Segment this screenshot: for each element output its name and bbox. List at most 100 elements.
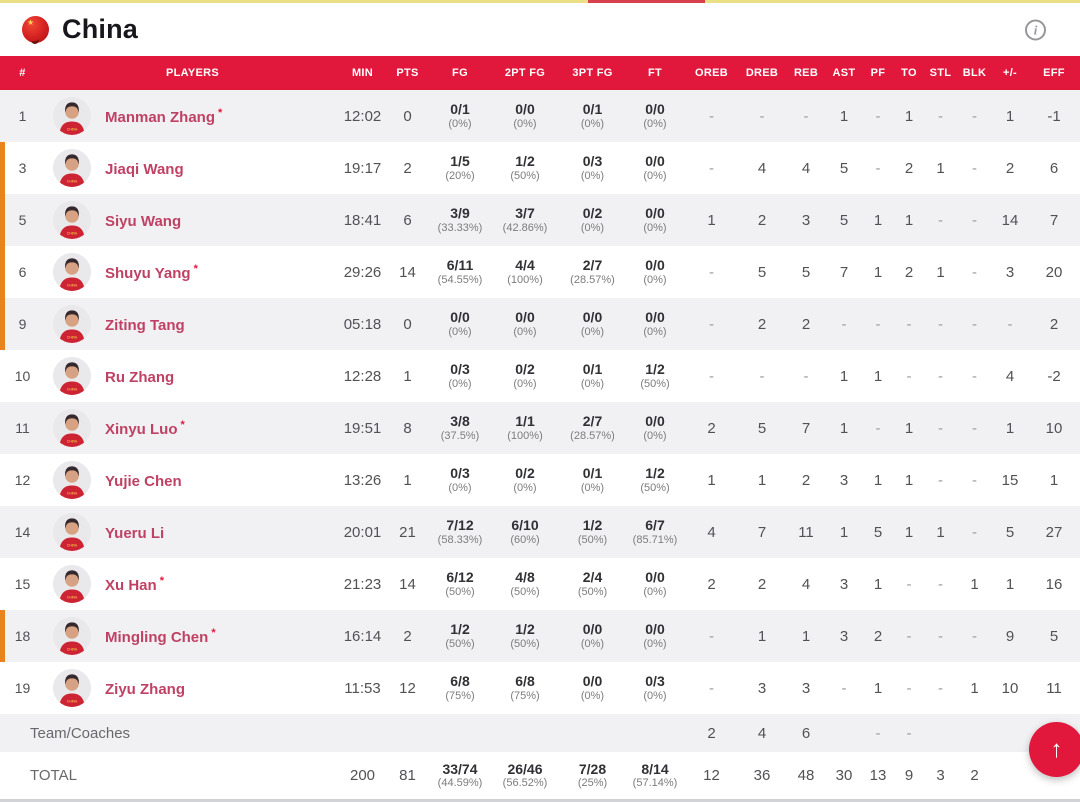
stat-3pt-fg: 0/0 (0%) bbox=[560, 621, 625, 651]
stat-stl: - bbox=[938, 419, 943, 437]
stat-to: - bbox=[906, 315, 912, 333]
stat-eff: 1 bbox=[1049, 471, 1059, 489]
player-name-link[interactable]: Siyu Wang bbox=[105, 211, 184, 230]
stat-eff: 11 bbox=[1046, 679, 1062, 697]
page-top-strip-red-segment bbox=[588, 0, 705, 3]
stat-3pt-pct: (0%) bbox=[580, 637, 605, 650]
jersey-number: 19 bbox=[14, 680, 31, 696]
player-name-link[interactable]: Xinyu Luo * bbox=[105, 419, 185, 438]
total-dreb: 36 bbox=[753, 767, 771, 784]
stat-ast: 7 bbox=[839, 263, 849, 281]
stat-eff: 10 bbox=[1045, 419, 1063, 437]
stat-reb: 4 bbox=[801, 159, 811, 177]
stat-2pt-made-att: 4/8 bbox=[515, 569, 535, 585]
column-header-to: TO bbox=[901, 67, 917, 79]
stat-dreb: 2 bbox=[757, 211, 767, 229]
player-name-link[interactable]: Xu Han * bbox=[105, 575, 164, 594]
stat-ast: 1 bbox=[839, 367, 849, 385]
player-row[interactable]: 1 CHINA Manman Zhang * 12:02 0 0/1 (0%) 0/… bbox=[0, 90, 1080, 142]
stat-fg-made-att: 1/2 bbox=[450, 621, 470, 637]
column-header-blk: BLK bbox=[962, 67, 987, 79]
player-row[interactable]: 5 CHINA Siyu Wang 18:41 6 3/9 (33.33%) 3/… bbox=[0, 194, 1080, 246]
stat-3pt-fg: 1/2 (50%) bbox=[560, 517, 625, 547]
svg-text:CHINA: CHINA bbox=[67, 440, 78, 444]
stat-fg: 0/3 (0%) bbox=[430, 361, 490, 391]
player-name-link[interactable]: Ru Zhang bbox=[105, 367, 177, 386]
total-blk: 2 bbox=[970, 767, 979, 784]
box-score-body: 1 CHINA Manman Zhang * 12:02 0 0/1 (0%) 0/… bbox=[0, 90, 1080, 714]
stat-blk: - bbox=[972, 523, 977, 541]
stat-to: 1 bbox=[904, 211, 914, 229]
player-photo-icon: CHINA bbox=[53, 409, 91, 447]
total-stl: 3 bbox=[936, 767, 945, 784]
starter-asterisk: * bbox=[180, 418, 185, 431]
player-row[interactable]: 6 CHINA Shuyu Yang * 29:26 14 6/11 (54.55%… bbox=[0, 246, 1080, 298]
stat-to: 1 bbox=[904, 107, 914, 125]
player-name: Siyu Wang bbox=[105, 212, 182, 230]
player-name-link[interactable]: Mingling Chen * bbox=[105, 627, 216, 646]
stat-2pt-pct: (0%) bbox=[513, 481, 537, 494]
stat-fg-made-att: 0/3 bbox=[450, 361, 470, 377]
scroll-to-top-button[interactable]: ↑ bbox=[1029, 722, 1080, 777]
stat-3pt-pct: (0%) bbox=[580, 221, 605, 234]
total-ft-made-att: 8/14 bbox=[641, 760, 669, 777]
stat-plus-minus: 4 bbox=[1005, 367, 1015, 385]
stat-plus-minus: 15 bbox=[1001, 471, 1019, 489]
stat-dreb: 2 bbox=[757, 315, 767, 333]
stat-ft: 0/0 (0%) bbox=[625, 101, 685, 131]
team-coaches-row: Team/Coaches 2 4 6 - - bbox=[0, 714, 1080, 752]
stat-fg-pct: (0%) bbox=[448, 481, 472, 494]
player-name-link[interactable]: Ziting Tang bbox=[105, 315, 188, 334]
stat-pts: 6 bbox=[403, 211, 412, 229]
stat-fg: 1/2 (50%) bbox=[430, 621, 490, 651]
player-name-link[interactable]: Yujie Chen bbox=[105, 471, 185, 490]
stat-ft-made-att: 0/0 bbox=[645, 569, 665, 585]
stat-min: 05:18 bbox=[343, 315, 382, 333]
player-name: Mingling Chen bbox=[105, 628, 209, 646]
player-name-link[interactable]: Manman Zhang * bbox=[105, 107, 222, 126]
player-cell: CHINA Ru Zhang bbox=[45, 357, 340, 395]
player-row[interactable]: 10 CHINA Ru Zhang 12:28 1 0/3 (0%) 0/2 (0%… bbox=[0, 350, 1080, 402]
stat-min: 21:23 bbox=[343, 575, 382, 593]
stat-pts: 0 bbox=[403, 315, 412, 333]
stat-fg-made-att: 6/8 bbox=[450, 673, 470, 689]
stat-stl: - bbox=[938, 315, 943, 333]
player-row[interactable]: 14 CHINA Yueru Li 20:01 21 7/12 (58.33%) … bbox=[0, 506, 1080, 558]
info-icon[interactable]: i bbox=[1025, 19, 1046, 40]
player-row[interactable]: 18 CHINA Mingling Chen * 16:14 2 1/2 (50%)… bbox=[0, 610, 1080, 662]
player-row[interactable]: 15 CHINA Xu Han * 21:23 14 6/12 (50%) 4/8(… bbox=[0, 558, 1080, 610]
player-row[interactable]: 12 CHINA Yujie Chen 13:26 1 0/3 (0%) 0/2(… bbox=[0, 454, 1080, 506]
stat-ft-made-att: 0/0 bbox=[645, 205, 665, 221]
stat-3pt-pct: (50%) bbox=[577, 585, 608, 598]
team-stat-oreb: 2 bbox=[707, 724, 716, 742]
player-name-link[interactable]: Yueru Li bbox=[105, 523, 167, 542]
player-name-link[interactable]: Jiaqi Wang bbox=[105, 159, 187, 178]
player-row[interactable]: 19 CHINA Ziyu Zhang 11:53 12 6/8 (75%) 6/… bbox=[0, 662, 1080, 714]
stat-3pt-made-att: 2/7 bbox=[582, 257, 603, 273]
player-row[interactable]: 9 CHINA Ziting Tang 05:18 0 0/0 (0%) 0/0(… bbox=[0, 298, 1080, 350]
stat-3pt-made-att: 1/2 bbox=[582, 517, 603, 533]
player-name: Jiaqi Wang bbox=[105, 160, 184, 178]
stat-blk: 1 bbox=[970, 575, 979, 593]
stat-2pt-fg: 4/4 (100%) bbox=[490, 257, 560, 287]
stat-to: 1 bbox=[904, 523, 914, 541]
total-min: 200 bbox=[349, 767, 376, 784]
stat-ft: 0/0 (0%) bbox=[625, 413, 685, 443]
jersey-number: 10 bbox=[14, 368, 31, 384]
player-name-link[interactable]: Ziyu Zhang bbox=[105, 679, 188, 698]
stat-ft: 6/7 (85.71%) bbox=[625, 517, 685, 547]
total-3pt-pct: (25%) bbox=[577, 777, 608, 790]
stat-fg-made-att: 3/8 bbox=[450, 413, 470, 429]
stat-2pt-pct: (60%) bbox=[510, 533, 540, 546]
stat-blk: - bbox=[972, 315, 977, 333]
svg-text:CHINA: CHINA bbox=[67, 596, 78, 600]
stat-eff: 16 bbox=[1045, 575, 1063, 593]
team-stat-dreb: 4 bbox=[757, 724, 767, 742]
stat-fg: 7/12 (58.33%) bbox=[430, 517, 490, 547]
player-row[interactable]: 11 CHINA Xinyu Luo * 19:51 8 3/8 (37.5%) 1… bbox=[0, 402, 1080, 454]
player-name-link[interactable]: Shuyu Yang * bbox=[105, 263, 198, 282]
player-row[interactable]: 3 CHINA Jiaqi Wang 19:17 2 1/5 (20%) 1/2(… bbox=[0, 142, 1080, 194]
player-name: Manman Zhang bbox=[105, 108, 216, 126]
stat-oreb: 2 bbox=[707, 419, 716, 437]
stat-pf: 5 bbox=[873, 523, 883, 541]
